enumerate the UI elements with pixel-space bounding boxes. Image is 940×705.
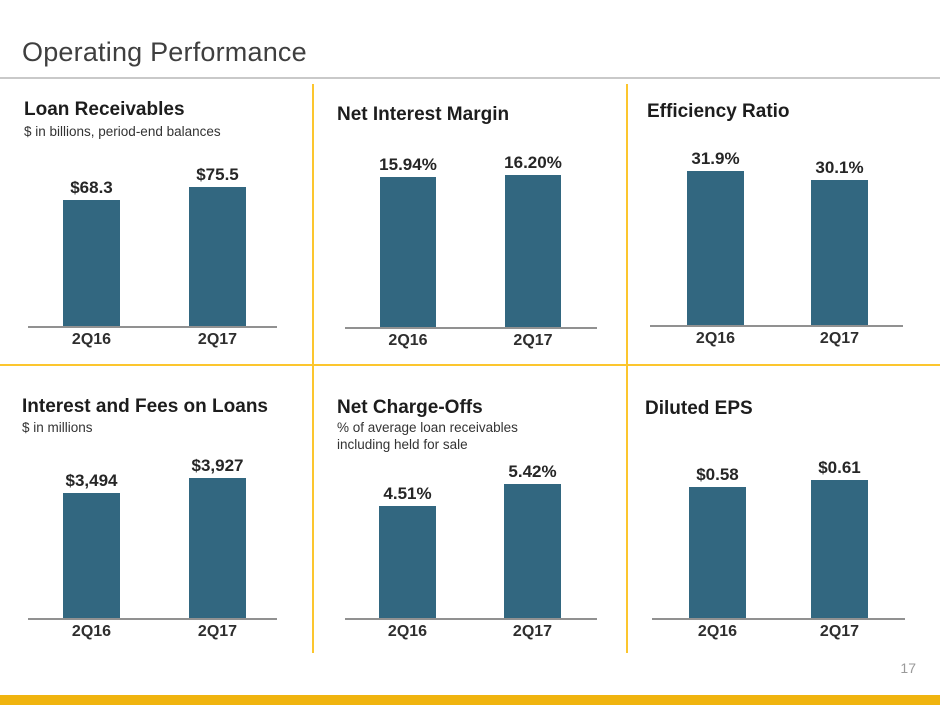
bar-value-label: $3,927 [191,456,244,475]
row-divider [0,364,940,366]
bar-value-label: 31.9% [691,149,740,168]
bar [63,200,120,326]
bar-value-label: 15.94% [379,155,437,174]
x-axis-line [345,618,597,620]
bar [63,493,120,618]
bar [687,171,744,325]
bar-value-label: $68.3 [70,178,113,197]
x-axis-line [28,326,277,328]
bar [505,175,561,327]
x-tick-label: 2Q17 [197,623,238,640]
x-tick-label: 2Q17 [512,623,553,640]
column-divider-right [626,84,628,653]
x-tick-label: 2Q17 [819,623,860,640]
x-tick-label: 2Q16 [388,332,428,349]
bar-value-label: 4.51% [383,484,432,503]
x-tick-label: 2Q16 [71,623,112,640]
x-tick-label: 2Q17 [819,330,860,347]
x-axis-line [652,618,905,620]
title-underline [0,77,940,79]
net-charge-offs-subtitle: % of average loan receivables including … [337,420,518,452]
bar-value-label: $75.5 [196,165,239,184]
interest-and-fees-subtitle: $ in millions [22,420,93,435]
bar [689,487,746,618]
x-tick-label: 2Q17 [197,331,238,348]
slide-title: Operating Performance [22,37,307,67]
x-axis-line [345,327,597,329]
bar-value-label: 30.1% [815,158,864,177]
diluted-eps-title: Diluted EPS [645,398,753,419]
x-axis-line [650,325,903,327]
bar [380,177,436,327]
bar [189,187,246,326]
efficiency-ratio-title: Efficiency Ratio [647,101,790,122]
interest-and-fees-title: Interest and Fees on Loans [22,396,268,417]
page-number: 17 [900,660,916,676]
bar [189,478,246,618]
bar [811,480,868,618]
x-tick-label: 2Q17 [513,332,553,349]
loan-receivables-title: Loan Receivables [24,99,185,120]
x-tick-label: 2Q16 [697,623,738,640]
net-interest-margin-title: Net Interest Margin [337,104,510,125]
x-tick-label: 2Q16 [695,330,736,347]
bar-value-label: 5.42% [508,462,557,481]
loan-receivables-subtitle: $ in billions, period-end balances [24,124,221,139]
x-tick-label: 2Q16 [71,331,112,348]
bar [811,180,868,325]
bar-value-label: $0.61 [818,458,861,477]
bar-value-label: $0.58 [696,465,739,484]
bar [379,506,436,618]
footer-accent-bar [0,695,940,705]
bar-value-label: $3,494 [65,471,118,490]
net-charge-offs-title: Net Charge-Offs [337,397,483,418]
x-tick-label: 2Q16 [387,623,428,640]
x-axis-line [28,618,277,620]
bar [504,484,561,618]
bar-value-label: 16.20% [504,153,562,172]
column-divider-left [312,84,314,653]
